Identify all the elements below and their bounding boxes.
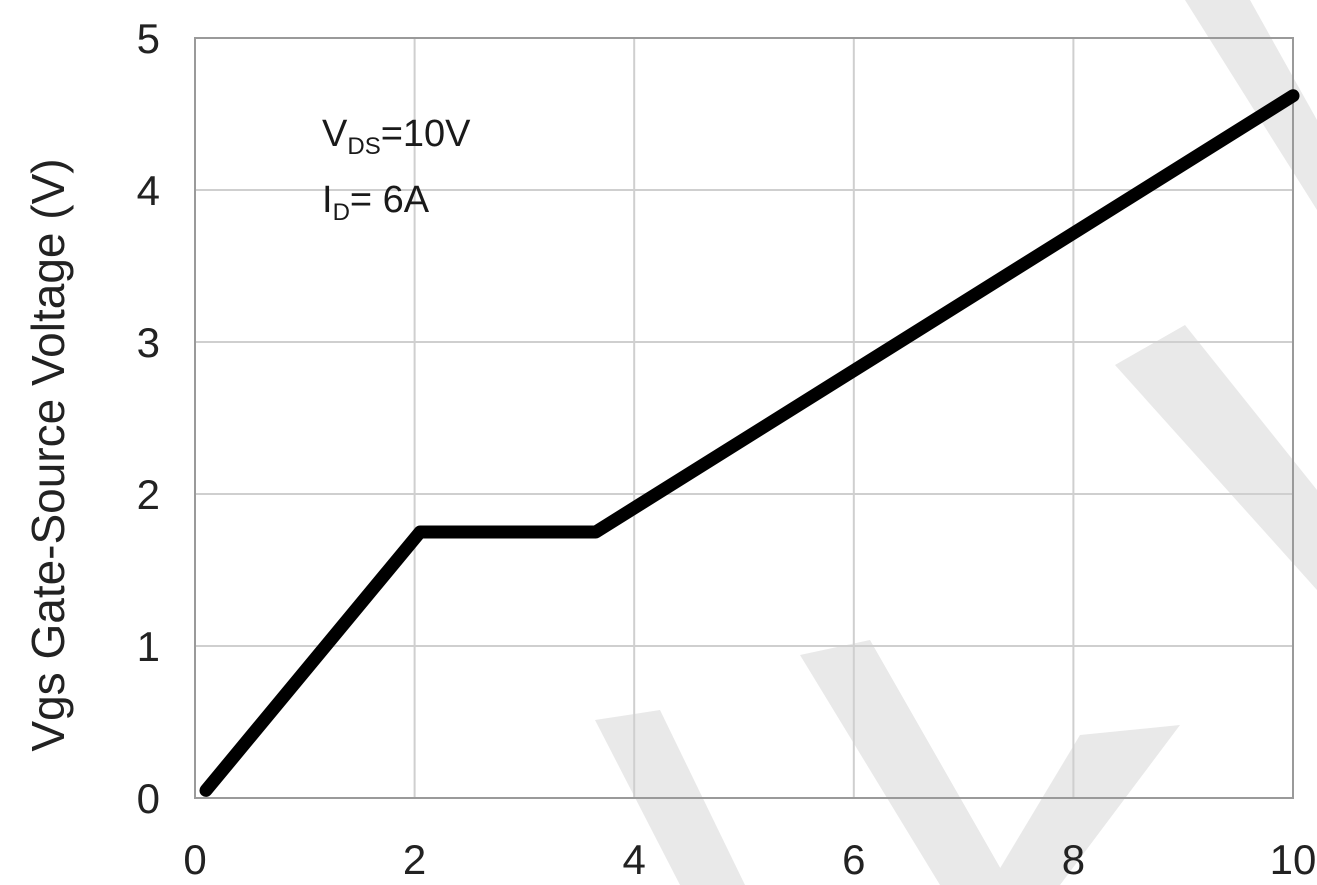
y-tick-label-5: 5 [137, 15, 160, 62]
y-tick-label-0: 0 [137, 775, 160, 822]
y-tick-label-2: 2 [137, 471, 160, 518]
plot-frame [194, 37, 1294, 799]
annotation-vds: VDS=10V [322, 113, 471, 160]
y-tick-label-4: 4 [137, 167, 160, 214]
x-tick-label-3: 6 [842, 836, 865, 883]
x-tick-label-2: 4 [623, 836, 646, 883]
x-tick-label-1: 2 [403, 836, 426, 883]
series-layer [199, 89, 1300, 797]
y-tick-labels: 0 1 2 3 4 5 [137, 15, 160, 822]
y-axis-label: Vgs Gate-Source Voltage (V) [22, 158, 74, 751]
y-tick-label-1: 1 [137, 623, 160, 670]
x-tick-label-5: 10 [1270, 836, 1317, 883]
series-line-0 [199, 89, 1300, 797]
watermark [595, 0, 1317, 885]
x-tick-label-0: 0 [183, 836, 206, 883]
y-tick-label-3: 3 [137, 319, 160, 366]
x-tick-labels: 0 2 4 6 8 10 [183, 836, 1316, 883]
annotation-id: ID= 6A [322, 179, 430, 226]
x-tick-label-4: 8 [1062, 836, 1085, 883]
annotations: VDS=10V ID= 6A [322, 113, 471, 226]
